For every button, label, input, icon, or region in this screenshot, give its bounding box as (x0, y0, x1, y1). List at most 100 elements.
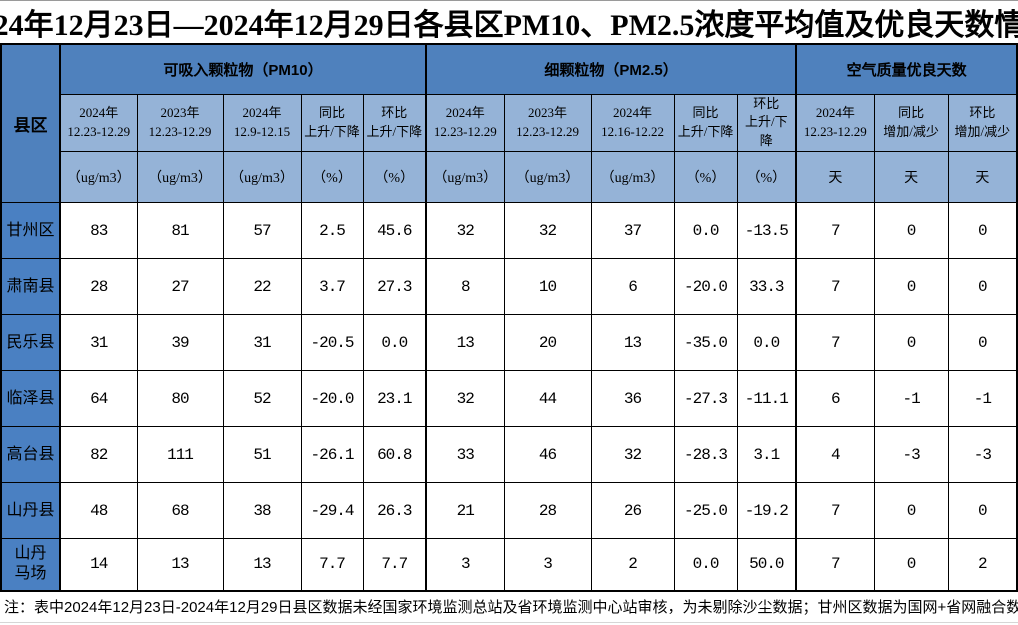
unit-header-row: （ug/m3） （ug/m3） （ug/m3） （%） （%） （ug/m3） … (1, 151, 1018, 204)
value-cell: 111 (136, 426, 224, 484)
value-cell: 32 (425, 370, 505, 428)
value-cell: 33.3 (736, 258, 797, 316)
value-cell: 13 (222, 538, 302, 592)
column-header-pm10-2024: 2024年 12.23-12.29 (59, 93, 138, 153)
value-cell: -29.4 (300, 482, 364, 540)
value-cell: 28 (59, 258, 138, 316)
unit-days-yoy: 天 (873, 151, 949, 204)
value-cell: 13 (590, 314, 675, 372)
value-cell: 81 (136, 202, 224, 260)
value-cell: -1 (873, 370, 949, 428)
value-cell: 0 (873, 482, 949, 540)
value-cell: 45.6 (362, 202, 427, 260)
value-cell: 14 (59, 538, 138, 592)
value-cell: 3.7 (300, 258, 364, 316)
value-cell: 32 (590, 426, 675, 484)
column-header-pm25-prev-week: 2024年 12.16-12.22 (590, 93, 675, 153)
value-cell: 7 (795, 482, 875, 540)
unit-pm10-yoy: （%） (300, 151, 364, 204)
value-cell: 27.3 (362, 258, 427, 316)
value-cell: -35.0 (673, 314, 738, 372)
unit-pm10-2024: （ug/m3） (59, 151, 138, 204)
unit-days-mom: 天 (947, 151, 1018, 204)
value-cell: 31 (222, 314, 302, 372)
value-cell: 0 (873, 538, 949, 592)
value-cell: -20.0 (673, 258, 738, 316)
value-cell: 28 (503, 482, 592, 540)
value-cell: -27.3 (673, 370, 738, 428)
value-cell: 7.7 (300, 538, 364, 592)
unit-pm25-2024: （ug/m3） (425, 151, 505, 204)
value-cell: 20 (503, 314, 592, 372)
value-cell: 0 (873, 314, 949, 372)
value-cell: 0 (947, 482, 1018, 540)
column-header-days-2024: 2024年 12.23-12.29 (795, 93, 875, 153)
value-cell: -20.0 (300, 370, 364, 428)
unit-pm25-2023: （ug/m3） (503, 151, 592, 204)
value-cell: 0 (947, 202, 1018, 260)
header-group-pm10: 可吸入颗粒物（PM10） (58, 43, 427, 95)
value-cell: 48 (59, 482, 138, 540)
value-cell: 2 (590, 538, 675, 592)
value-cell: 26 (590, 482, 675, 540)
unit-days-2024: 天 (795, 151, 875, 204)
value-cell: 7 (795, 538, 875, 592)
column-header-pm10-yoy: 同比 上升/下降 (300, 93, 364, 153)
row-label: 肃南县 (0, 258, 61, 316)
value-cell: 52 (222, 370, 302, 428)
value-cell: 32 (503, 202, 592, 260)
value-cell: -26.1 (300, 426, 364, 484)
value-cell: 22 (222, 258, 302, 316)
value-cell: 7 (795, 202, 875, 260)
value-cell: 46 (503, 426, 592, 484)
unit-pm25-mom: （%） (736, 151, 797, 204)
column-header-pm10-prev-week: 2024年 12.9-12.15 (222, 93, 302, 153)
table-row: 肃南县 28 27 22 3.7 27.3 8 10 6 -20.0 33.3 … (0, 258, 1018, 316)
value-cell: -1 (947, 370, 1018, 428)
page-title: 2024年12月23日—2024年12月29日各县区PM10、PM2.5浓度平均… (0, 1, 1018, 43)
unit-pm10-mom: （%） (362, 151, 427, 204)
value-cell: 2 (947, 538, 1018, 592)
unit-pm10-prev-week: （ug/m3） (222, 151, 302, 204)
table-row: 山丹 马场 14 13 13 7.7 7.7 3 3 2 0.0 50.0 7 … (0, 538, 1018, 592)
value-cell: 21 (425, 482, 505, 540)
value-cell: 37 (590, 202, 675, 260)
county-column-header: 县区 (0, 43, 61, 204)
header-group-pm25: 细颗粒物（PM2.5） (425, 43, 797, 95)
table-row: 山丹县 48 68 38 -29.4 26.3 21 28 26 -25.0 -… (0, 482, 1018, 540)
value-cell: 36 (590, 370, 675, 428)
value-cell: 64 (59, 370, 138, 428)
value-cell: 7 (795, 258, 875, 316)
row-label: 高台县 (0, 426, 61, 484)
value-cell: 0.0 (673, 202, 738, 260)
value-cell: 51 (222, 426, 302, 484)
value-cell: -3 (873, 426, 949, 484)
value-cell: 7.7 (362, 538, 427, 592)
value-cell: 27 (136, 258, 224, 316)
value-cell: 0 (947, 258, 1018, 316)
unit-pm10-2023: （ug/m3） (136, 151, 224, 204)
value-cell: 44 (503, 370, 592, 428)
table-row: 高台县 82 111 51 -26.1 60.8 33 46 32 -28.3 … (0, 426, 1018, 484)
period-header-row: 2024年 12.23-12.29 2023年 12.23-12.29 2024… (1, 93, 1018, 153)
column-header-pm25-mom: 环比 上升/下降 (736, 93, 797, 153)
row-label: 山丹 马场 (0, 538, 61, 592)
value-cell: 13 (136, 538, 224, 592)
footnote: 注：表中2024年12月23日-2024年12月29日县区数据未经国家环境监测总… (0, 592, 1018, 623)
value-cell: -20.5 (300, 314, 364, 372)
header-group-good-days: 空气质量优良天数 (795, 43, 1018, 95)
value-cell: 60.8 (362, 426, 427, 484)
group-header-row: 县区 可吸入颗粒物（PM10） 细颗粒物（PM2.5） 空气质量优良天数 (0, 43, 1018, 204)
value-cell: 0.0 (362, 314, 427, 372)
value-cell: 6 (590, 258, 675, 316)
column-header-days-yoy: 同比 增加/减少 (873, 93, 949, 153)
value-cell: -3 (947, 426, 1018, 484)
column-header-pm10-2023: 2023年 12.23-12.29 (136, 93, 224, 153)
value-cell: 83 (59, 202, 138, 260)
value-cell: 3 (425, 538, 505, 592)
column-header-pm25-yoy: 同比 上升/下降 (673, 93, 738, 153)
row-label: 山丹县 (0, 482, 61, 540)
value-cell: 0.0 (736, 314, 797, 372)
value-cell: 68 (136, 482, 224, 540)
